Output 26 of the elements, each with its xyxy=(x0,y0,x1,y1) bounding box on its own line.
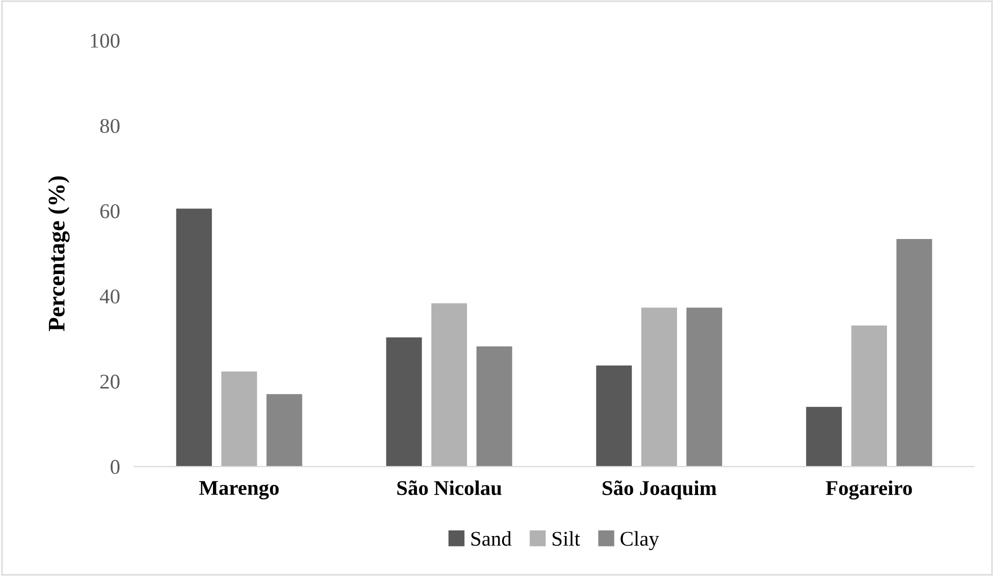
bar xyxy=(221,372,258,467)
bar xyxy=(176,208,212,467)
y-tick-label: 80 xyxy=(100,118,120,133)
y-tick-label: 20 xyxy=(100,374,120,389)
bar xyxy=(386,337,422,467)
x-tick-label: São Nicolau xyxy=(397,480,502,496)
bar xyxy=(896,238,932,467)
y-tick-label: 0 xyxy=(110,460,120,474)
legend-label: Sand xyxy=(471,531,512,546)
bar xyxy=(851,325,887,467)
bar xyxy=(476,346,512,467)
y-axis-title: Percentage (%) xyxy=(48,176,70,332)
x-tick-label: Marengo xyxy=(199,481,279,500)
legend-label: Clay xyxy=(620,531,660,550)
bar xyxy=(686,308,722,467)
bar xyxy=(596,366,632,467)
bar xyxy=(266,394,302,467)
y-tick-label: 40 xyxy=(100,289,120,304)
bar xyxy=(806,406,842,467)
bar xyxy=(431,303,468,467)
x-tick-label: Fogareiro xyxy=(826,480,912,500)
bar xyxy=(641,308,677,467)
y-tick-label: 100 xyxy=(90,34,120,48)
x-tick-label: São Joaquim xyxy=(602,480,716,500)
y-tick-label: 60 xyxy=(100,204,120,218)
legend-label: Silt xyxy=(552,531,580,546)
